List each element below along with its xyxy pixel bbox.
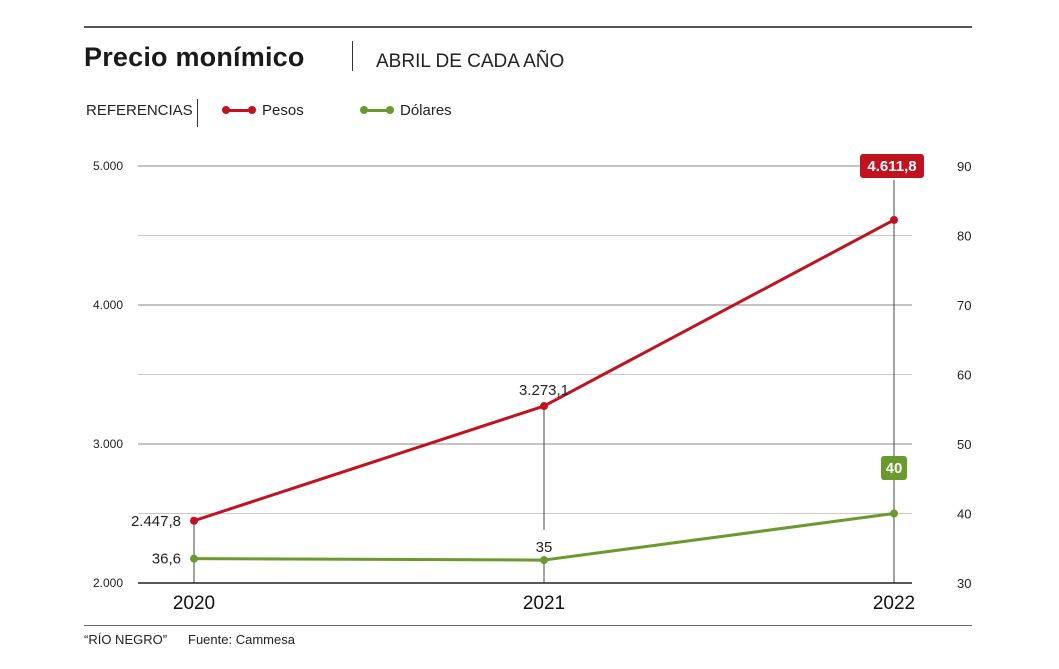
footer-source: Fuente: Cammesa — [188, 632, 295, 647]
data-label: 4.611,8 — [867, 158, 916, 175]
data-label-box — [881, 456, 907, 480]
y-right-tick-label: 60 — [957, 368, 971, 383]
x-tick-label: 2020 — [173, 593, 215, 614]
x-tick-label: 2021 — [523, 593, 565, 614]
legend-swatch-pesos — [222, 106, 256, 114]
legend-item-pesos: Pesos — [222, 102, 304, 119]
legend-label-pesos: Pesos — [262, 102, 304, 119]
data-point — [540, 402, 548, 411]
legend-swatch-dolares — [360, 106, 394, 114]
data-label: 36,6 — [152, 551, 181, 568]
data-point — [540, 556, 548, 565]
bottom-rule — [84, 625, 972, 626]
data-label: 2.447,8 — [131, 513, 181, 530]
data-point — [890, 215, 898, 224]
footer-credit: “RÍO NEGRO” — [84, 632, 168, 647]
data-label-box — [860, 154, 924, 178]
legend-item-dolares: Dólares — [360, 102, 452, 119]
y-left-tick-label: 3.000 — [93, 437, 123, 451]
data-label: 35 — [536, 539, 553, 556]
data-label: 40 — [886, 460, 903, 477]
top-rule — [84, 26, 972, 28]
y-right-tick-label: 70 — [957, 298, 971, 313]
x-tick-label: 2022 — [873, 593, 915, 614]
chart-subtitle: ABRIL DE CADA AÑO — [376, 51, 565, 72]
y-right-tick-label: 80 — [957, 229, 971, 244]
y-left-tick-label: 2.000 — [93, 576, 123, 590]
legend-label-dolares: Dólares — [400, 102, 452, 119]
y-right-tick-label: 30 — [957, 576, 971, 591]
y-right-tick-label: 40 — [957, 507, 971, 522]
data-point — [190, 516, 198, 525]
legend-separator — [197, 99, 198, 127]
y-right-tick-label: 90 — [957, 159, 971, 174]
data-label: 3.273,1 — [519, 382, 569, 399]
y-left-tick-label: 4.000 — [93, 298, 123, 312]
title-separator — [352, 41, 353, 71]
data-point — [190, 554, 198, 563]
legend-title: REFERENCIAS — [86, 102, 193, 119]
data-point — [890, 509, 898, 518]
chart-title: Precio monímico — [84, 42, 305, 72]
y-left-tick-label: 5.000 — [93, 159, 123, 173]
y-right-tick-label: 50 — [957, 437, 971, 452]
